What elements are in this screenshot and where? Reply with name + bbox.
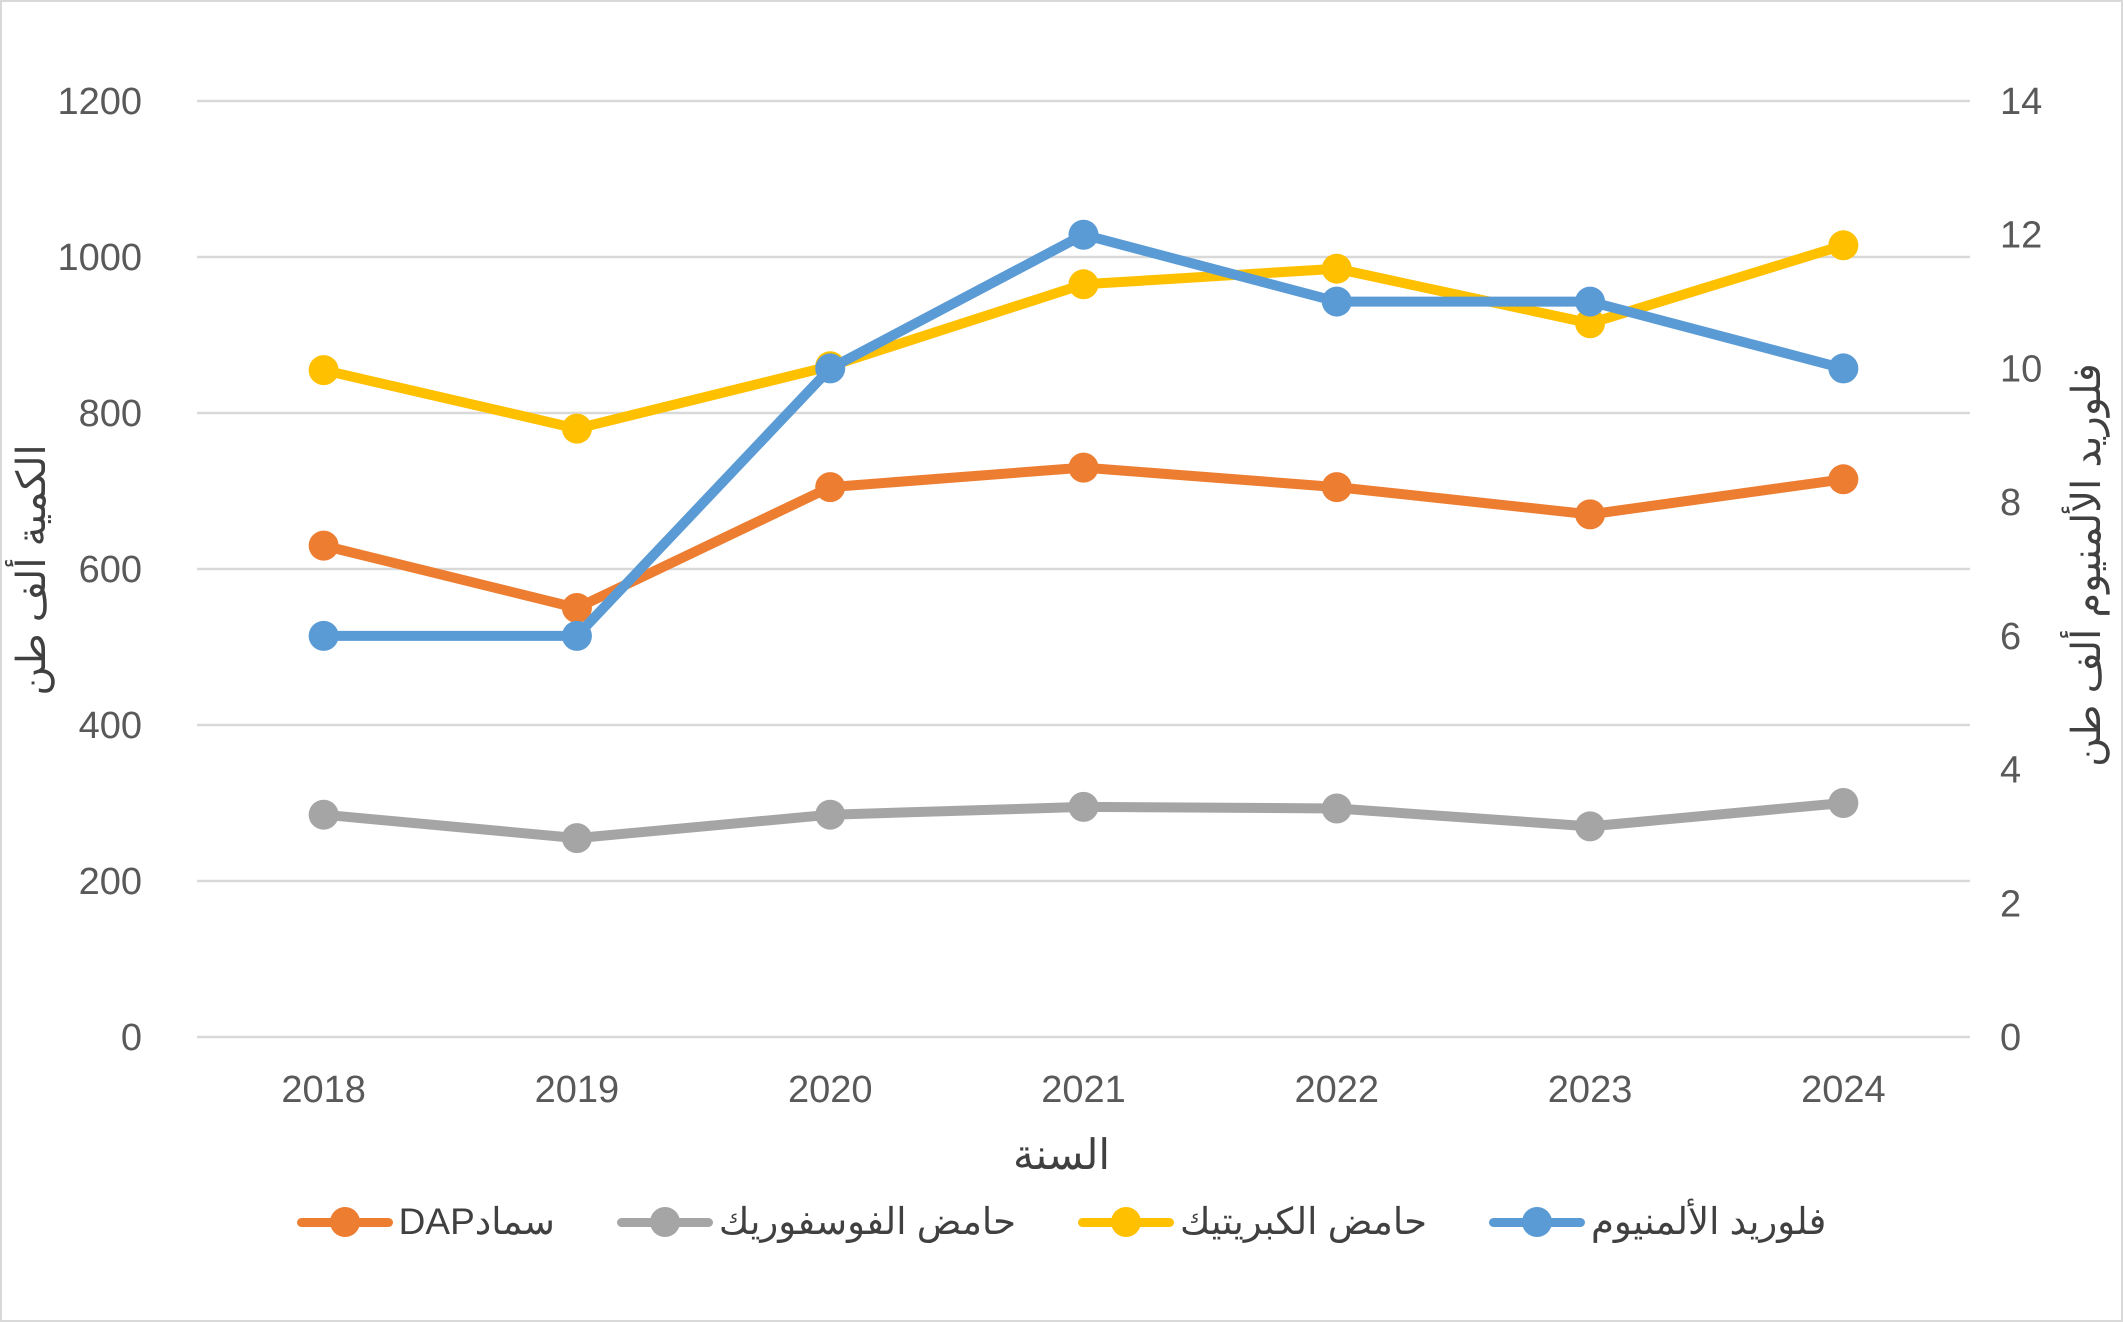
x-axis-title: السنة (1012, 1131, 1111, 1178)
legend-label: فلوريد الألمنيوم (1591, 1201, 1827, 1242)
y-right-tick-label: 0 (2000, 1017, 2021, 1059)
y-right-tick-label: 2 (2000, 883, 2021, 925)
data-point-series-3 (815, 353, 846, 384)
y-left-tick-label: 400 (79, 705, 142, 747)
y-left-tick-label: 800 (79, 393, 142, 435)
x-tick-label: 2024 (1801, 1069, 1886, 1111)
data-point-series-2 (1575, 308, 1606, 339)
right-axis-title: فلوريد الألمنيوم ألف طن (2065, 363, 2109, 767)
legend-item-3[interactable]: فلوريد الألمنيوم (1489, 1200, 1826, 1243)
data-point-series-3 (1828, 353, 1859, 384)
y-left-tick-label: 200 (79, 861, 142, 903)
legend-label: حامض الفوسفوريك (718, 1201, 1017, 1242)
data-point-series-2 (1828, 230, 1859, 261)
x-tick-label: 2021 (1041, 1069, 1126, 1111)
data-point-series-0 (1068, 452, 1099, 483)
data-point-series-1 (815, 799, 846, 830)
legend: سمادDAP حامض الفوسفوريك حامض الكبريتيك فلور… (2, 1200, 2121, 1243)
legend-line-marker-icon (296, 1206, 393, 1237)
data-point-series-1 (1321, 793, 1352, 824)
legend-item-1[interactable]: حامض الفوسفوريك (616, 1200, 1017, 1243)
data-point-series-0 (815, 472, 846, 503)
data-point-series-3 (1068, 219, 1099, 250)
y-right-tick-label: 8 (2000, 482, 2021, 524)
data-point-series-1 (561, 823, 592, 854)
legend-item-0[interactable]: سمادDAP (296, 1200, 555, 1243)
x-tick-label: 2019 (535, 1069, 620, 1111)
data-point-series-3 (561, 620, 592, 651)
data-point-series-3 (1321, 286, 1352, 317)
x-tick-label: 2023 (1548, 1069, 1633, 1111)
y-right-tick-label: 14 (2000, 81, 2042, 123)
y-left-tick-label: 600 (79, 549, 142, 591)
legend-line-marker-icon (1489, 1206, 1585, 1237)
y-right-tick-label: 6 (2000, 616, 2021, 658)
y-right-tick-label: 10 (2000, 348, 2042, 390)
data-point-series-0 (1575, 499, 1606, 530)
data-point-series-0 (308, 530, 339, 561)
data-point-series-3 (1575, 286, 1606, 317)
legend-item-2[interactable]: حامض الكبريتيك (1078, 1200, 1427, 1243)
data-point-series-2 (308, 355, 339, 386)
data-point-series-1 (1828, 788, 1859, 818)
data-point-series-0 (1828, 464, 1859, 495)
left-axis-title: الكمية ألف طن (10, 444, 54, 696)
y-left-tick-label: 0 (121, 1017, 142, 1059)
data-point-series-1 (1068, 791, 1099, 822)
data-point-series-2 (1068, 269, 1099, 300)
series-line-0 (318, 462, 1849, 613)
y-right-tick-label: 12 (2000, 215, 2042, 257)
legend-label: سمادDAP (398, 1201, 555, 1242)
data-point-series-1 (1575, 811, 1606, 842)
data-point-series-0 (561, 593, 592, 623)
legend-label: حامض الكبريتيك (1180, 1201, 1427, 1242)
x-tick-label: 2020 (788, 1069, 873, 1111)
data-point-series-0 (1321, 472, 1352, 503)
legend-line-marker-icon (616, 1206, 713, 1237)
data-point-series-2 (561, 413, 592, 444)
legend-line-marker-icon (1078, 1206, 1175, 1237)
data-point-series-1 (308, 799, 339, 830)
y-left-tick-label: 1200 (57, 81, 142, 123)
y-right-tick-label: 4 (2000, 750, 2021, 792)
data-point-series-3 (308, 620, 339, 651)
x-tick-label: 2018 (281, 1069, 366, 1111)
y-left-tick-label: 1000 (57, 237, 142, 279)
data-point-series-2 (1321, 253, 1352, 284)
x-tick-label: 2022 (1295, 1069, 1380, 1111)
